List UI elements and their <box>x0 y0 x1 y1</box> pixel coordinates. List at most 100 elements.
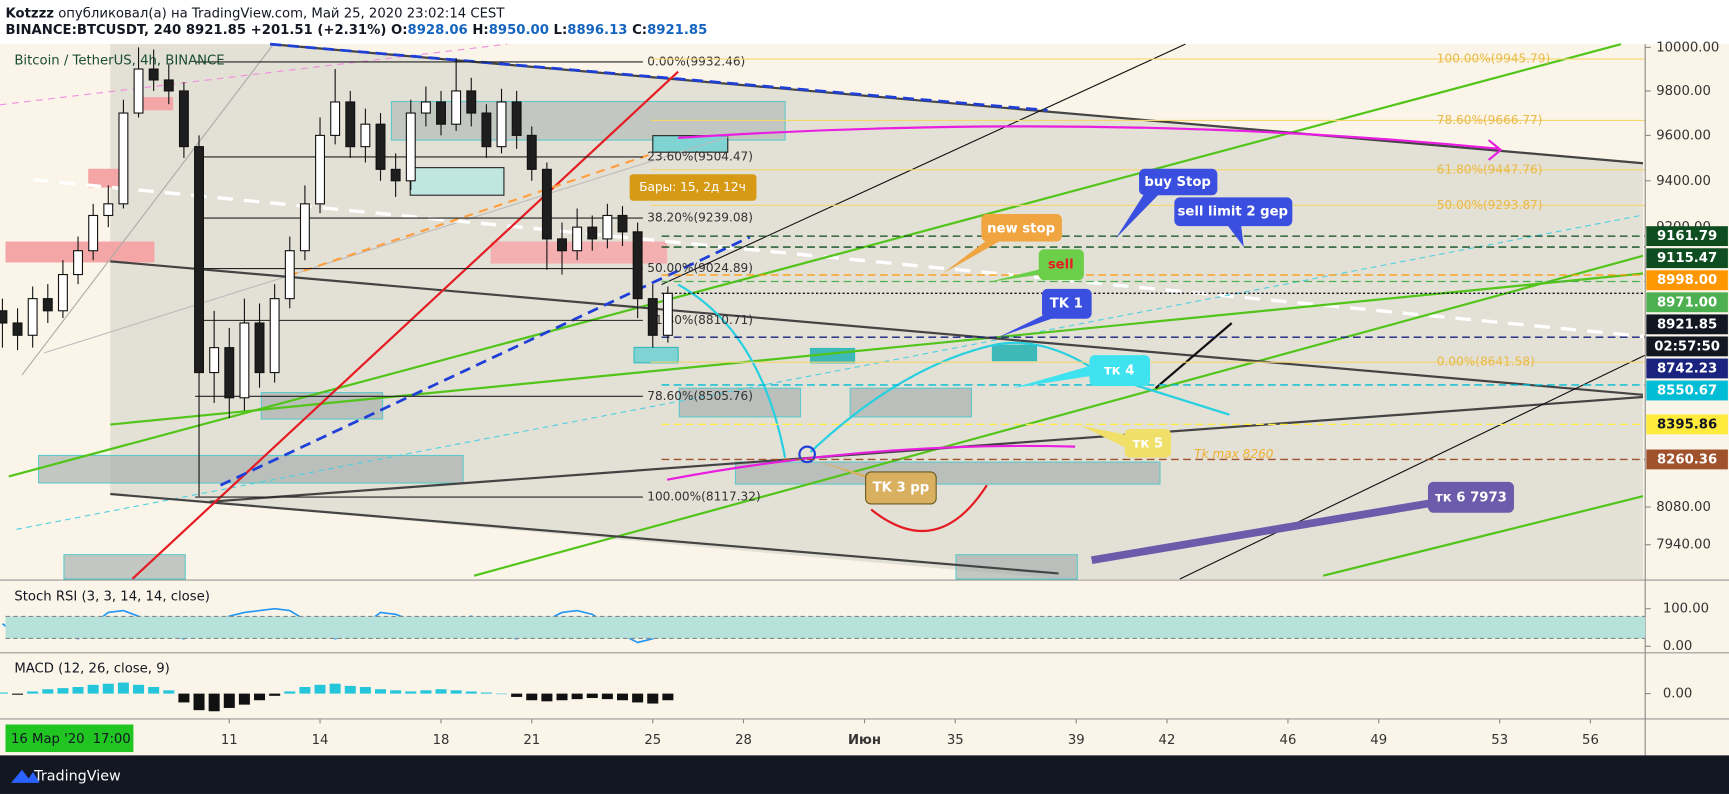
zone <box>734 461 1161 485</box>
x-tick-label: 14 <box>312 733 329 748</box>
macd-bar <box>254 693 266 701</box>
projection <box>678 125 1500 150</box>
macd-bar <box>27 691 39 694</box>
x-tick-label: 46 <box>1280 733 1297 748</box>
ohlc-key: H: <box>472 23 488 38</box>
candle-body <box>88 214 99 252</box>
projection <box>1091 497 1440 565</box>
stoch-band <box>5 616 1646 639</box>
macd-bar <box>299 687 311 694</box>
zone <box>140 97 174 111</box>
fib-label: 23.60%(9504.47) <box>647 149 753 163</box>
level-note: Tk max 8260 <box>1194 447 1274 461</box>
callout-text: тк 4 <box>1104 364 1134 379</box>
fib-label: 100.00%(9945.79) <box>1437 52 1550 66</box>
macd-bar <box>511 693 523 697</box>
price-label-box <box>1646 358 1728 379</box>
x-tick-label: 53 <box>1491 733 1508 748</box>
price-label: 8742.23 <box>1657 361 1717 376</box>
candle-body <box>496 101 507 148</box>
macd-bar <box>571 693 583 700</box>
zone <box>88 168 124 188</box>
macd-bar <box>480 692 492 694</box>
fib-label: 61.80%(8810.71) <box>647 313 753 327</box>
macd-bar <box>556 693 568 701</box>
candle-body <box>57 273 68 312</box>
projection <box>870 484 988 533</box>
drawings <box>0 42 1646 580</box>
header-line-1: Kotzzz опубликовал(а) на TradingView.com… <box>6 5 506 21</box>
stoch-line <box>1 607 669 644</box>
trend-line <box>219 235 751 487</box>
price-label-box <box>1646 414 1728 435</box>
candle-body <box>118 112 129 205</box>
candle-body <box>572 226 583 252</box>
candle-body <box>466 90 477 114</box>
callout <box>1427 481 1514 513</box>
logo <box>11 769 40 783</box>
price-label-box <box>1646 226 1728 247</box>
macd-bar <box>601 693 613 700</box>
channel-line <box>8 43 1622 478</box>
candle-body <box>239 322 250 399</box>
x-tick-label: 25 <box>644 733 661 748</box>
trend-line <box>16 214 1644 530</box>
zone <box>409 167 505 196</box>
macd-bar <box>329 683 341 694</box>
callout <box>1124 428 1172 458</box>
callout-tail <box>1012 363 1098 389</box>
pane-title: Stoch RSI (3, 3, 14, 14, close) <box>14 590 210 605</box>
macd-bar <box>102 683 114 694</box>
macd-bar <box>269 693 281 696</box>
candle-body <box>209 347 220 374</box>
fib-label: 38.20%(9239.08) <box>647 211 753 225</box>
published: опубликовал(а) на TradingView.com, Май 2… <box>54 5 505 21</box>
crosshair-date: 16 Мар '20 <box>11 732 85 747</box>
zone <box>490 241 668 264</box>
panes: Stoch RSI (3, 3, 14, 14, close) MACD (12… <box>0 44 1729 784</box>
macd-bar <box>193 693 205 711</box>
candle-body <box>587 226 598 240</box>
candle-body <box>390 168 401 182</box>
candle-body <box>405 112 416 182</box>
pane-title: MACD (12, 26, close, 9) <box>14 661 169 676</box>
macd-bar <box>647 693 659 704</box>
header-bg <box>0 0 1729 45</box>
ohlc-key: O: <box>391 23 408 38</box>
macd-bar <box>375 689 387 694</box>
projection <box>809 341 1230 453</box>
callout-text: sell limit 2 gep <box>1178 205 1288 220</box>
callout <box>1042 288 1092 319</box>
arrow <box>1154 322 1233 390</box>
projection <box>677 283 787 458</box>
zone <box>652 135 729 153</box>
zone <box>678 387 802 418</box>
fib-label: 50.00%(9293.87) <box>1437 198 1543 212</box>
candle-body <box>224 347 235 399</box>
price-label: 8260.36 <box>1657 452 1717 467</box>
candle-body <box>315 134 325 205</box>
channel-line <box>110 272 1644 426</box>
macd-bar <box>223 693 235 708</box>
callout-text: тк 6 7973 <box>1435 490 1507 505</box>
macd-bar <box>616 693 629 701</box>
y-tick-label: 9800.00 <box>1656 84 1711 99</box>
macd-bar <box>420 690 432 694</box>
candle-body <box>163 79 174 92</box>
macd-bar <box>465 691 477 694</box>
candle-body <box>557 238 567 252</box>
zone <box>991 344 1038 362</box>
price-label-box <box>1646 292 1728 313</box>
header-line-2: BINANCE:BTCUSDT, 240 8921.85 +201.51 (+2… <box>6 23 708 38</box>
callout <box>629 174 757 201</box>
macd-bar <box>662 693 674 701</box>
symbol: BINANCE:BTCUSDT, 240 <box>6 23 182 38</box>
crosshair-date-box <box>5 724 134 753</box>
candle-body <box>194 146 204 374</box>
callout-tail <box>942 236 1009 274</box>
candle-body <box>345 101 356 148</box>
zone <box>633 346 679 364</box>
callout <box>1089 355 1151 386</box>
ohlc-key: C: <box>632 23 647 38</box>
